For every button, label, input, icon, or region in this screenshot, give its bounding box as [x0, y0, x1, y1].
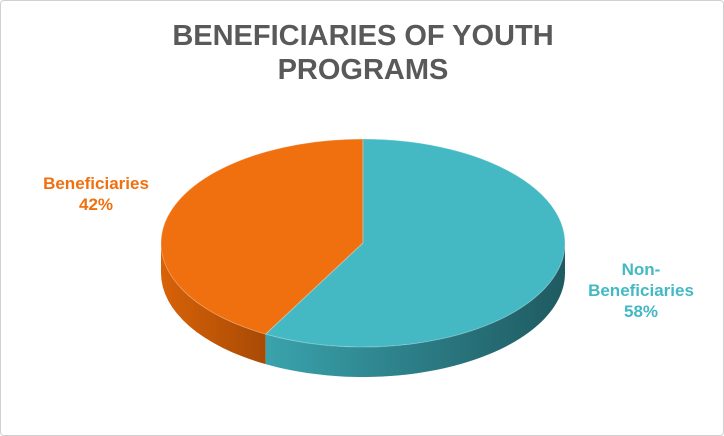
data-label-category: Beneficiaries — [43, 174, 149, 193]
pie-slice — [160, 138, 364, 335]
data-label-category: Non-Beneficiaries — [588, 260, 694, 300]
data-label: Beneficiaries 42% — [21, 173, 171, 215]
pie-slice — [264, 138, 566, 348]
data-label-value: 42% — [78, 195, 114, 214]
data-label-value: 58% — [623, 302, 659, 321]
data-label: Non-Beneficiaries 58% — [581, 259, 701, 322]
pie-side — [265, 243, 565, 378]
pie-side — [160, 243, 266, 365]
chart-title: BENEFICIARIES OF YOUTH PROGRAMS — [172, 20, 554, 86]
